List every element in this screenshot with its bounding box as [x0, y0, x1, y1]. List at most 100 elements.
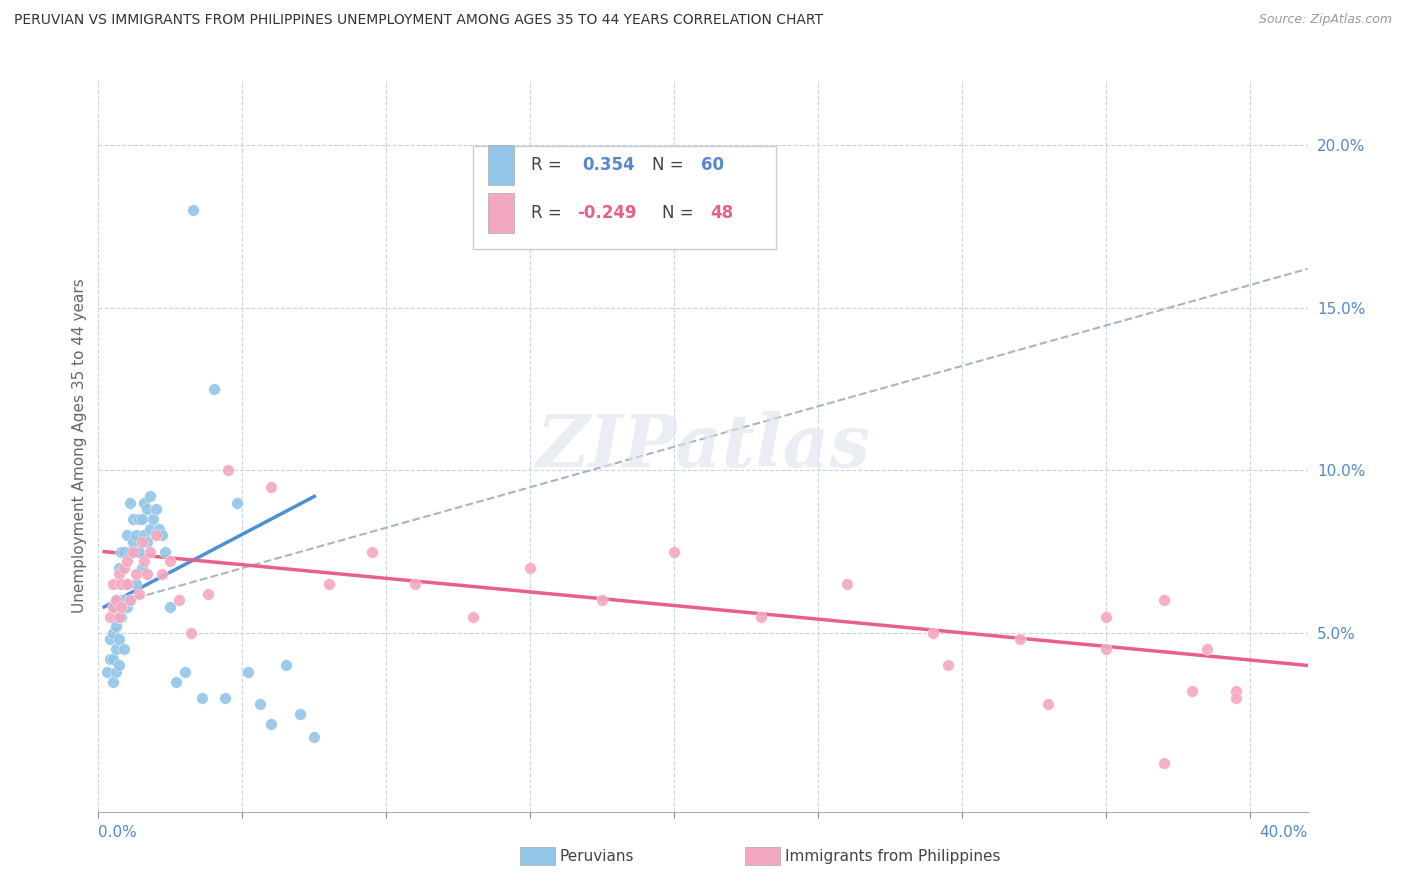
Point: [191, 690, 214, 705]
Point: [461, 609, 484, 624]
Text: Source: ZipAtlas.com: Source: ZipAtlas.com: [1258, 13, 1392, 27]
Text: 60: 60: [700, 156, 724, 174]
Point: [136, 502, 159, 516]
Point: [835, 577, 858, 591]
Point: [134, 496, 156, 510]
Point: [304, 730, 326, 744]
Point: [1153, 593, 1175, 607]
Point: [1008, 632, 1031, 647]
FancyBboxPatch shape: [488, 145, 515, 185]
Point: [153, 544, 176, 558]
Point: [120, 593, 142, 607]
Point: [1095, 609, 1118, 624]
Point: [1225, 690, 1247, 705]
Point: [749, 609, 772, 624]
Point: [139, 489, 162, 503]
Point: [180, 626, 202, 640]
FancyBboxPatch shape: [488, 193, 515, 233]
Point: [131, 512, 153, 526]
Point: [115, 554, 138, 568]
Point: [139, 544, 162, 558]
Point: [664, 544, 686, 558]
Point: [214, 690, 236, 705]
Point: [131, 561, 153, 575]
Point: [165, 674, 187, 689]
Point: [225, 496, 247, 510]
Point: [128, 512, 150, 526]
Point: [134, 554, 156, 568]
Point: [1195, 642, 1218, 657]
Point: [128, 544, 150, 558]
Text: Peruvians: Peruvians: [560, 849, 634, 863]
Text: R =: R =: [531, 204, 567, 222]
Point: [115, 528, 138, 542]
Point: [217, 463, 239, 477]
Point: [318, 577, 340, 591]
Point: [136, 567, 159, 582]
Point: [128, 587, 150, 601]
Point: [110, 599, 132, 614]
Point: [202, 382, 225, 396]
Point: [122, 512, 145, 526]
Point: [101, 599, 124, 614]
Point: [125, 577, 148, 591]
Point: [145, 528, 167, 542]
Point: [519, 561, 541, 575]
Point: [98, 609, 121, 624]
Text: 48: 48: [710, 204, 734, 222]
Point: [1095, 642, 1118, 657]
Point: [107, 567, 129, 582]
Point: [112, 593, 135, 607]
Point: [159, 599, 181, 614]
Text: -0.249: -0.249: [578, 204, 637, 222]
Point: [288, 707, 311, 722]
Point: [104, 593, 127, 607]
Point: [260, 480, 283, 494]
Point: [112, 642, 135, 657]
Point: [131, 535, 153, 549]
Point: [104, 665, 127, 679]
Point: [98, 652, 121, 666]
Point: [134, 528, 156, 542]
Point: [104, 642, 127, 657]
Point: [260, 717, 283, 731]
Text: N =: N =: [652, 156, 689, 174]
Point: [110, 544, 132, 558]
Point: [115, 577, 138, 591]
Point: [274, 658, 297, 673]
Point: [1181, 684, 1204, 698]
Point: [122, 535, 145, 549]
Point: [136, 535, 159, 549]
Text: N =: N =: [662, 204, 699, 222]
Point: [98, 632, 121, 647]
Point: [159, 554, 181, 568]
Point: [107, 609, 129, 624]
Point: [115, 599, 138, 614]
Point: [107, 609, 129, 624]
Point: [236, 665, 259, 679]
Text: PERUVIAN VS IMMIGRANTS FROM PHILIPPINES UNEMPLOYMENT AMONG AGES 35 TO 44 YEARS C: PERUVIAN VS IMMIGRANTS FROM PHILIPPINES …: [14, 13, 823, 28]
Point: [197, 587, 219, 601]
Text: ZIPatlas: ZIPatlas: [536, 410, 870, 482]
Text: R =: R =: [531, 156, 567, 174]
Point: [104, 619, 127, 633]
Point: [183, 203, 205, 218]
Point: [148, 522, 170, 536]
Point: [110, 609, 132, 624]
Point: [1153, 756, 1175, 770]
FancyBboxPatch shape: [474, 146, 776, 249]
Point: [125, 528, 148, 542]
Point: [139, 522, 162, 536]
Point: [101, 674, 124, 689]
Text: 0.354: 0.354: [582, 156, 634, 174]
Point: [120, 593, 142, 607]
Point: [361, 544, 384, 558]
Point: [110, 593, 132, 607]
Point: [120, 544, 142, 558]
Point: [249, 698, 271, 712]
Point: [107, 658, 129, 673]
Point: [120, 496, 142, 510]
Point: [107, 561, 129, 575]
Point: [101, 599, 124, 614]
Point: [112, 561, 135, 575]
